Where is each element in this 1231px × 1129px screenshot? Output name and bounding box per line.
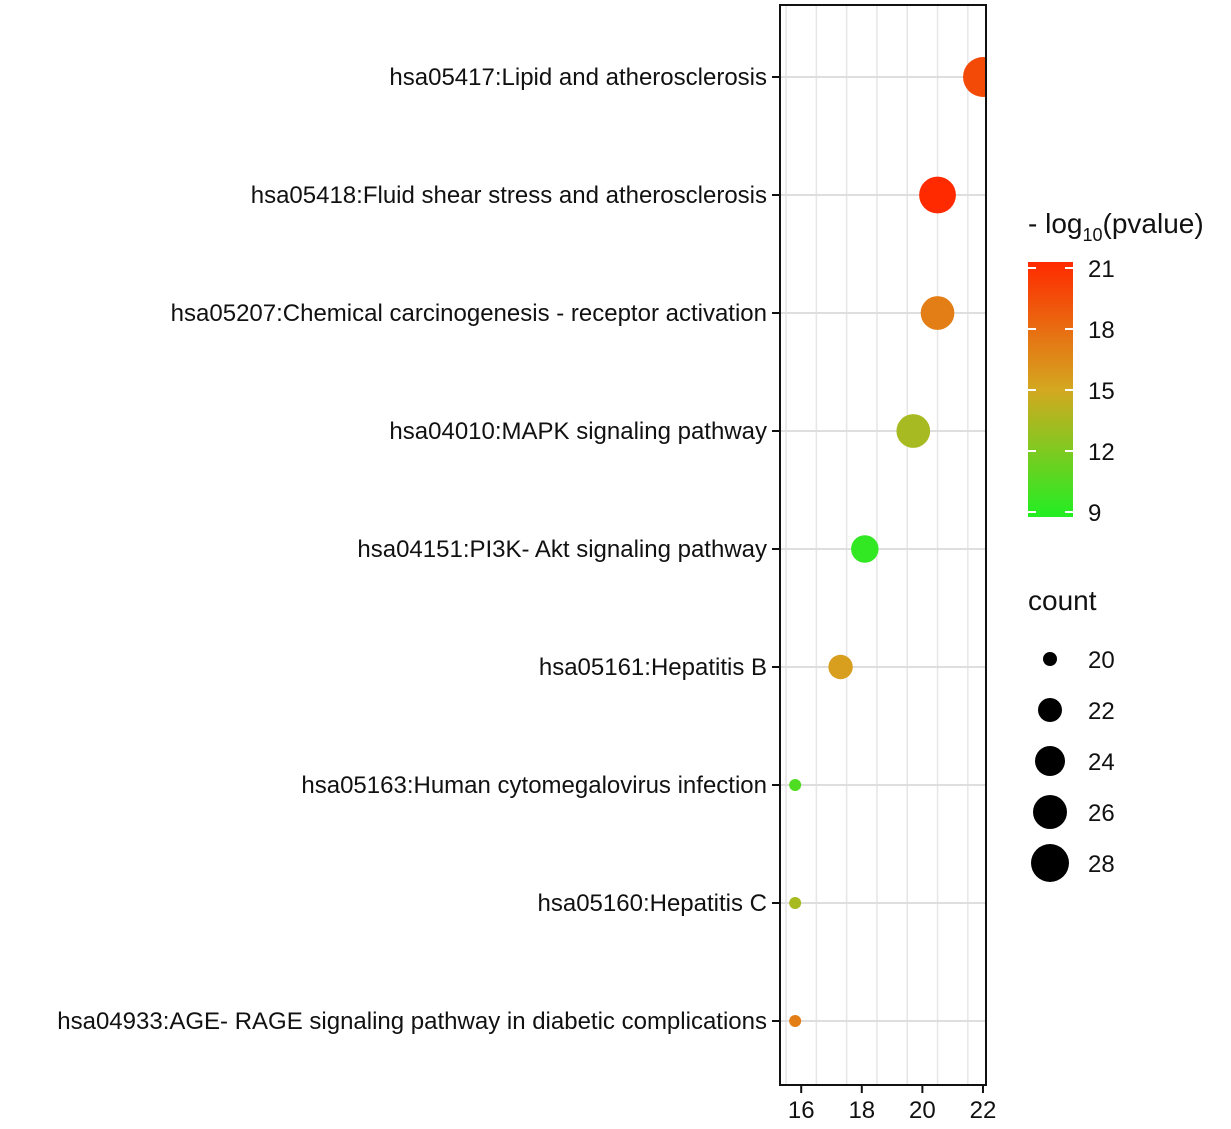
data-point bbox=[851, 535, 879, 563]
y-axis: hsa05417:Lipid and atherosclerosis hsa054… bbox=[57, 64, 780, 1035]
data-point bbox=[896, 414, 931, 448]
size-legend-dot bbox=[1038, 698, 1062, 722]
y-tick-label: hsa04933:AGE- RAGE signaling pathway in … bbox=[57, 1008, 767, 1035]
data-point bbox=[963, 57, 986, 97]
size-legend-dot bbox=[1033, 795, 1067, 829]
data-point bbox=[789, 897, 802, 909]
x-tick-label: 16 bbox=[788, 1097, 815, 1124]
size-legend-dot bbox=[1035, 746, 1065, 776]
plot-panel bbox=[779, 4, 987, 1086]
size-legend-label: 24 bbox=[1088, 749, 1115, 776]
y-tick-label: hsa05207:Chemical carcinogenesis - recep… bbox=[171, 300, 767, 327]
x-tick-label: 20 bbox=[909, 1097, 936, 1124]
y-tick-label: hsa05160:Hepatitis C bbox=[538, 890, 767, 917]
colorbar-tick-label: 18 bbox=[1088, 317, 1115, 344]
color-legend-title-subscript: 10 bbox=[1082, 225, 1102, 245]
y-tick-label: hsa05163:Human cytomegalovirus infection bbox=[301, 772, 767, 799]
size-legend-label: 22 bbox=[1088, 698, 1115, 725]
y-tick-label: hsa05418:Fluid shear stress and atherosc… bbox=[251, 182, 767, 209]
data-points bbox=[789, 57, 986, 1027]
panel-border bbox=[779, 4, 987, 1086]
color-legend-title-prefix: - log bbox=[1028, 208, 1082, 239]
size-legend-label: 28 bbox=[1088, 851, 1115, 878]
colorbar-tick-label: 15 bbox=[1088, 378, 1115, 405]
x-tick-label: 18 bbox=[848, 1097, 875, 1124]
x-tick-label: 22 bbox=[970, 1097, 997, 1124]
size-legend-dot bbox=[1031, 844, 1069, 882]
data-point bbox=[828, 654, 853, 680]
color-legend: - log10(pvalue) 21 18 15 12 9 bbox=[1028, 208, 1204, 527]
data-point bbox=[789, 779, 802, 791]
size-legend: count 20 22 24 26 28 bbox=[1028, 585, 1115, 882]
color-legend-title-suffix: (pvalue) bbox=[1103, 208, 1204, 239]
colorbar-tick-label: 21 bbox=[1088, 256, 1115, 283]
color-legend-title: - log10(pvalue) bbox=[1028, 208, 1204, 245]
x-axis: 16 18 20 22 bbox=[788, 1085, 996, 1124]
y-tick-label: hsa04010:MAPK signaling pathway bbox=[389, 418, 767, 445]
data-point bbox=[920, 296, 955, 330]
y-tick-label: hsa05417:Lipid and atherosclerosis bbox=[389, 64, 767, 91]
y-tick-label: hsa05161:Hepatitis B bbox=[539, 654, 767, 681]
size-legend-dot bbox=[1043, 652, 1057, 666]
y-tick-label: hsa04151:PI3K- Akt signaling pathway bbox=[357, 536, 767, 563]
data-point bbox=[789, 1015, 802, 1027]
colorbar-tick-label: 12 bbox=[1088, 439, 1115, 466]
size-legend-label: 20 bbox=[1088, 647, 1115, 674]
colorbar-ticks: 21 18 15 12 9 bbox=[1028, 256, 1115, 527]
size-legend-title: count bbox=[1028, 585, 1097, 616]
size-legend-label: 26 bbox=[1088, 800, 1115, 827]
colorbar-tick-label: 9 bbox=[1088, 500, 1101, 527]
size-legend-items: 20 22 24 26 28 bbox=[1031, 647, 1115, 882]
data-point bbox=[919, 176, 956, 214]
